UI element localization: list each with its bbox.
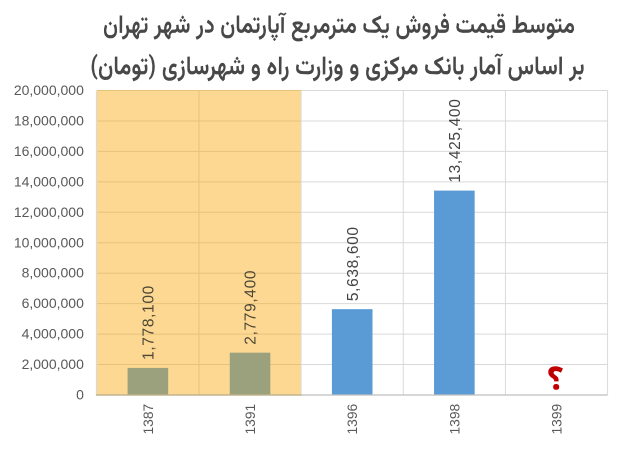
svg-text:1,778,100: 1,778,100 [140, 285, 157, 360]
svg-text:2,000,000: 2,000,000 [22, 356, 84, 372]
svg-text:18,000,000: 18,000,000 [14, 112, 84, 128]
svg-text:8,000,000: 8,000,000 [22, 265, 84, 281]
svg-text:1387: 1387 [141, 404, 156, 435]
svg-text:1391: 1391 [243, 404, 258, 435]
svg-text:13,425,400: 13,425,400 [447, 99, 464, 183]
svg-text:6,000,000: 6,000,000 [22, 295, 84, 311]
svg-text:20,000,000: 20,000,000 [14, 82, 84, 98]
svg-text:0: 0 [76, 387, 84, 403]
svg-text:1396: 1396 [345, 403, 360, 434]
svg-text:5,638,600: 5,638,600 [345, 226, 362, 301]
svg-text:16,000,000: 16,000,000 [14, 143, 84, 159]
svg-text:12,000,000: 12,000,000 [14, 204, 84, 220]
svg-text:1399: 1399 [550, 403, 565, 434]
svg-text:14,000,000: 14,000,000 [14, 173, 84, 189]
svg-text:10,000,000: 10,000,000 [14, 234, 84, 250]
svg-text:4,000,000: 4,000,000 [22, 326, 84, 342]
svg-text:2,779,400: 2,779,400 [243, 270, 260, 345]
svg-text:1398: 1398 [447, 403, 462, 434]
